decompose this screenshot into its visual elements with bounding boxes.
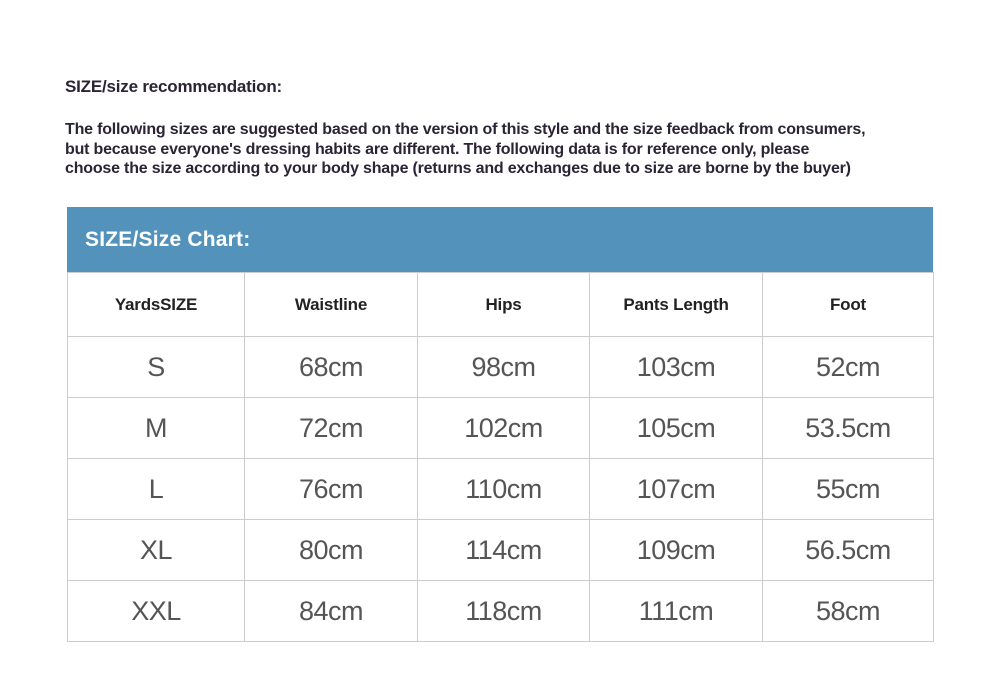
- table-row-m: M 72cm 102cm 105cm 53.5cm: [67, 397, 934, 459]
- cell-hips: 118cm: [417, 580, 590, 642]
- cell-size: XXL: [67, 580, 245, 642]
- cell-hips: 110cm: [417, 458, 590, 520]
- size-chart-header-bar: SIZE/Size Chart:: [67, 207, 933, 272]
- column-header-hips: Hips: [417, 272, 590, 337]
- cell-waistline: 80cm: [244, 519, 418, 581]
- cell-pants-length: 107cm: [589, 458, 763, 520]
- cell-waistline: 84cm: [244, 580, 418, 642]
- cell-pants-length: 109cm: [589, 519, 763, 581]
- page-title: SIZE/size recommendation:: [65, 77, 282, 96]
- column-header-pants-length: Pants Length: [589, 272, 763, 337]
- table-header-row: YardsSIZE Waistline Hips Pants Length Fo…: [67, 272, 934, 337]
- cell-waistline: 76cm: [244, 458, 418, 520]
- cell-waistline: 72cm: [244, 397, 418, 459]
- column-header-foot: Foot: [762, 272, 934, 337]
- cell-hips: 102cm: [417, 397, 590, 459]
- cell-foot: 52cm: [762, 336, 934, 398]
- paragraph-line-3: choose the size according to your body s…: [65, 160, 851, 177]
- size-chart-table: YardsSIZE Waistline Hips Pants Length Fo…: [67, 272, 934, 642]
- cell-foot: 58cm: [762, 580, 934, 642]
- table-row-s: S 68cm 98cm 103cm 52cm: [67, 336, 934, 398]
- column-header-yards-size: YardsSIZE: [67, 272, 245, 337]
- table-row-xl: XL 80cm 114cm 109cm 56.5cm: [67, 519, 934, 581]
- cell-foot: 55cm: [762, 458, 934, 520]
- cell-hips: 114cm: [417, 519, 590, 581]
- cell-size: XL: [67, 519, 245, 581]
- size-chart-title: SIZE/Size Chart:: [85, 227, 251, 251]
- size-advice-paragraph: The following sizes are suggested based …: [65, 120, 935, 179]
- cell-foot: 53.5cm: [762, 397, 934, 459]
- cell-pants-length: 103cm: [589, 336, 763, 398]
- column-header-waistline: Waistline: [244, 272, 418, 337]
- table-row-xxl: XXL 84cm 118cm 111cm 58cm: [67, 580, 934, 642]
- cell-foot: 56.5cm: [762, 519, 934, 581]
- cell-size: L: [67, 458, 245, 520]
- paragraph-line-1: The following sizes are suggested based …: [65, 121, 866, 138]
- cell-hips: 98cm: [417, 336, 590, 398]
- cell-pants-length: 105cm: [589, 397, 763, 459]
- cell-size: S: [67, 336, 245, 398]
- cell-pants-length: 111cm: [589, 580, 763, 642]
- cell-waistline: 68cm: [244, 336, 418, 398]
- cell-size: M: [67, 397, 245, 459]
- table-row-l: L 76cm 110cm 107cm 55cm: [67, 458, 934, 520]
- paragraph-line-2: but because everyone's dressing habits a…: [65, 140, 810, 158]
